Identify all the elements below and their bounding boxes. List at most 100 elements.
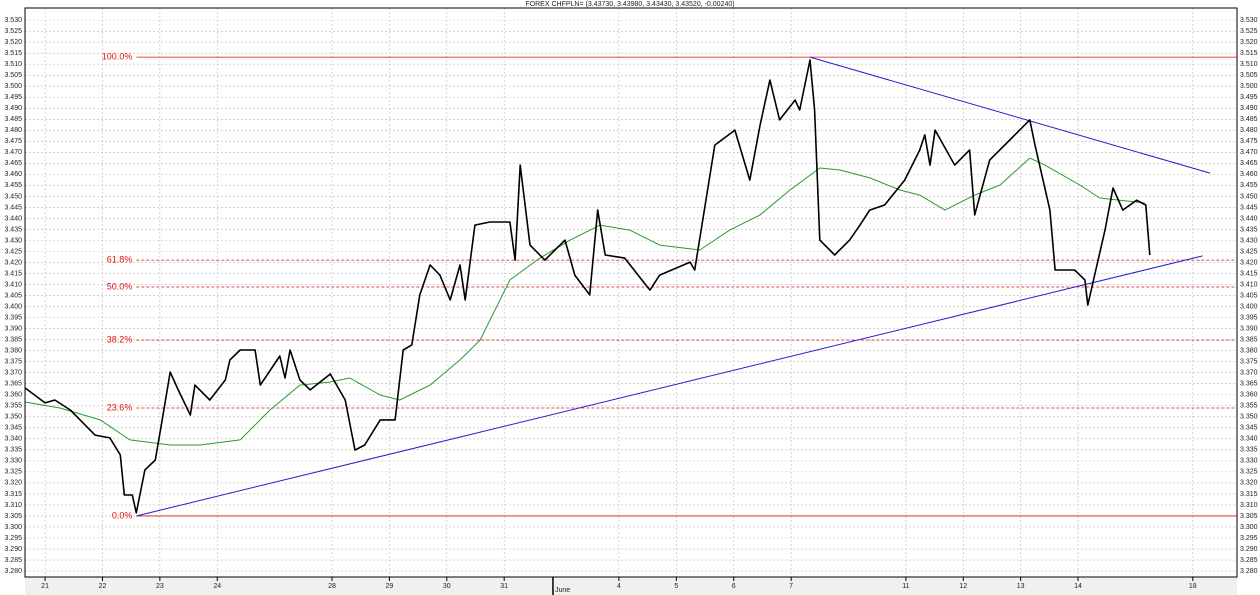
y-tick-label-right: 3.415 (1240, 270, 1258, 277)
y-tick-label-left: 3.305 (4, 513, 22, 520)
y-tick-label-left: 3.400 (4, 303, 22, 310)
x-tick-label: 6 (732, 583, 736, 590)
trendline (136, 255, 1203, 517)
y-tick-label-right: 3.370 (1240, 370, 1258, 377)
x-axis-strip (25, 577, 1237, 595)
y-tick-label-right: 3.285 (1240, 557, 1258, 564)
y-tick-label-right: 3.300 (1240, 524, 1258, 531)
y-tick-label-right: 3.310 (1240, 502, 1258, 509)
y-tick-label-right: 3.530 (1240, 17, 1258, 24)
y-tick-label-left: 3.445 (4, 204, 22, 211)
y-tick-label-right: 3.520 (1240, 39, 1258, 46)
y-tick-label-left: 3.395 (4, 314, 22, 321)
trendline (809, 56, 1211, 174)
y-tick-label-left: 3.320 (4, 480, 22, 487)
y-tick-label-right: 3.390 (1240, 325, 1258, 332)
y-tick-label-right: 3.455 (1240, 182, 1258, 189)
y-tick-label-left: 3.380 (4, 348, 22, 355)
y-tick-label-left: 3.455 (4, 182, 22, 189)
y-tick-label-right: 3.525 (1240, 28, 1258, 35)
y-tick-label-left: 3.515 (4, 50, 22, 57)
y-tick-label-left: 3.490 (4, 105, 22, 112)
y-tick-label-right: 3.280 (1240, 568, 1258, 575)
y-tick-label-right: 3.440 (1240, 215, 1258, 222)
y-tick-label-left: 3.525 (4, 28, 22, 35)
fib-label: 23.6% (107, 402, 133, 412)
x-tick-label: 24 (213, 583, 221, 590)
y-tick-label-left: 3.290 (4, 546, 22, 553)
x-tick-label: 21 (41, 583, 49, 590)
x-tick-label: 31 (500, 583, 508, 590)
fib-label: 50.0% (107, 281, 133, 291)
y-tick-label-left: 3.330 (4, 458, 22, 465)
y-tick-label-right: 3.490 (1240, 105, 1258, 112)
y-tick-label-left: 3.450 (4, 193, 22, 200)
y-tick-label-left: 3.280 (4, 568, 22, 575)
y-tick-label-right: 3.350 (1240, 414, 1258, 421)
y-tick-label-right: 3.470 (1240, 149, 1258, 156)
y-tick-label-right: 3.510 (1240, 61, 1258, 68)
y-tick-label-left: 3.375 (4, 359, 22, 366)
y-tick-label-left: 3.480 (4, 127, 22, 134)
y-tick-label-left: 3.420 (4, 259, 22, 266)
y-tick-label-right: 3.495 (1240, 94, 1258, 101)
y-tick-label-left: 3.435 (4, 226, 22, 233)
y-tick-label-left: 3.500 (4, 83, 22, 90)
y-tick-label-right: 3.380 (1240, 348, 1258, 355)
grid: 3.280 3.280 3.285 3.285 3.290 3.290 3.295 3.295… (4, 8, 1258, 595)
y-tick-label-left: 3.385 (4, 337, 22, 344)
y-tick-label-right: 3.385 (1240, 337, 1258, 344)
y-tick-label-left: 3.485 (4, 116, 22, 123)
y-tick-label-right: 3.400 (1240, 303, 1258, 310)
y-tick-label-left: 3.465 (4, 160, 22, 167)
y-tick-label-right: 3.465 (1240, 160, 1258, 167)
y-tick-label-right: 3.410 (1240, 281, 1258, 288)
y-tick-label-right: 3.340 (1240, 436, 1258, 443)
x-tick-label: 4 (617, 583, 621, 590)
y-tick-label-left: 3.520 (4, 39, 22, 46)
y-tick-label-left: 3.355 (4, 403, 22, 410)
y-tick-label-right: 3.375 (1240, 359, 1258, 366)
y-tick-label-left: 3.325 (4, 469, 22, 476)
y-tick-label-right: 3.430 (1240, 237, 1258, 244)
y-tick-label-right: 3.320 (1240, 480, 1258, 487)
y-tick-label-left: 3.460 (4, 171, 22, 178)
y-tick-label-left: 3.335 (4, 447, 22, 454)
y-tick-label-right: 3.485 (1240, 116, 1258, 123)
x-tick-label: 14 (1074, 583, 1082, 590)
y-tick-label-left: 3.405 (4, 292, 22, 299)
y-tick-label-left: 3.340 (4, 436, 22, 443)
x-tick-label: 11 (902, 583, 909, 590)
y-tick-label-right: 3.500 (1240, 83, 1258, 90)
y-tick-label-left: 3.345 (4, 425, 22, 432)
y-tick-label-left: 3.495 (4, 94, 22, 101)
x-tick-label: 18 (1189, 583, 1197, 590)
y-tick-label-left: 3.510 (4, 61, 22, 68)
y-tick-label-left: 3.365 (4, 381, 22, 388)
y-tick-label-left: 3.475 (4, 138, 22, 145)
y-tick-label-right: 3.355 (1240, 403, 1258, 410)
y-tick-label-right: 3.365 (1240, 381, 1258, 388)
y-tick-label-right: 3.405 (1240, 292, 1258, 299)
y-tick-label-right: 3.315 (1240, 491, 1258, 498)
y-tick-label-right: 3.420 (1240, 259, 1258, 266)
fib-label: 100.0% (102, 52, 133, 62)
y-tick-label-right: 3.460 (1240, 171, 1258, 178)
y-tick-label-right: 3.480 (1240, 127, 1258, 134)
y-tick-label-right: 3.295 (1240, 535, 1258, 542)
y-tick-label-right: 3.425 (1240, 248, 1258, 255)
y-tick-label-left: 3.530 (4, 17, 22, 24)
series-line (24, 157, 1145, 446)
y-tick-label-right: 3.435 (1240, 226, 1258, 233)
y-tick-label-right: 3.475 (1240, 138, 1258, 145)
y-tick-label-right: 3.305 (1240, 513, 1258, 520)
y-tick-label-left: 3.410 (4, 281, 22, 288)
y-tick-label-right: 3.445 (1240, 204, 1258, 211)
month-label: June (555, 587, 570, 594)
y-tick-label-left: 3.470 (4, 149, 22, 156)
x-tick-label: 28 (328, 583, 336, 590)
x-tick-label: 22 (99, 583, 107, 590)
y-tick-label-right: 3.505 (1240, 72, 1258, 79)
y-tick-label-left: 3.315 (4, 491, 22, 498)
